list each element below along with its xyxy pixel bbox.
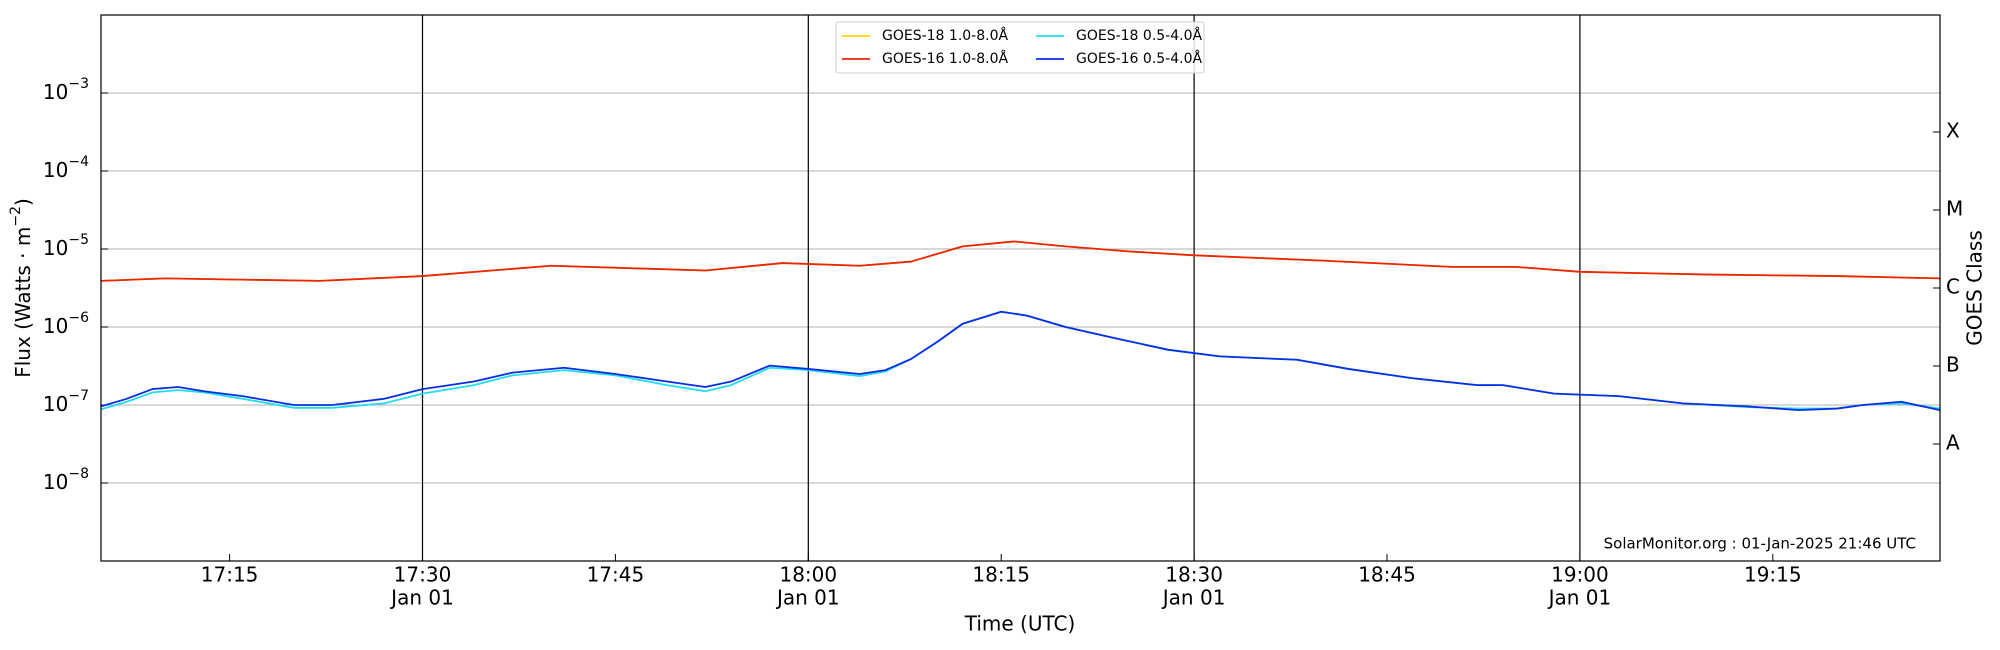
y-tick-base: 10 [43,470,68,494]
series-line [100,240,1941,282]
y-tick-label: 10−5 [43,232,89,260]
x-tick-label: 18:45 [1358,563,1416,587]
x-tick-sublabel: Jan 01 [1161,586,1226,610]
y-tick-exponent: −6 [68,310,89,326]
y-tick-exponent: −3 [68,76,89,92]
x-tick-label: 18:30 [1165,563,1223,587]
y2-axis-label: GOES Class [1963,230,1987,346]
watermark: SolarMonitor.org : 01-Jan-2025 21:46 UTC [1604,535,1916,553]
y-tick-label: 10−6 [43,310,89,338]
legend-label: GOES-18 0.5-4.0Å [1076,27,1202,44]
y-tick-base: 10 [43,236,68,260]
y-axis-label-suffix: ) [11,198,35,206]
x-tick-label: 18:15 [972,563,1030,587]
x-tick-label: 18:00 [779,563,837,587]
x-tick-label: 17:15 [201,563,259,587]
x-tick-sublabel: Jan 01 [1547,586,1612,610]
y-tick-label: 10−3 [43,76,89,104]
y-tick-exponent: −7 [68,388,89,404]
y2-tick-label: A [1946,431,1960,455]
y-tick-exponent: −8 [68,466,89,482]
y-axis-label: Flux (Watts · m−2) [8,198,35,378]
y-axis-label-text: Flux (Watts · m [11,227,35,378]
legend-label: GOES-16 0.5-4.0Å [1076,50,1202,67]
plot-frame [100,14,1941,562]
series-line [100,240,1941,282]
y-tick-label: 10−8 [43,466,89,494]
y2-tick-label: M [1946,197,1963,221]
series-line [100,310,1941,412]
y-tick-base: 10 [43,158,68,182]
x-axis-label: Time (UTC) [964,612,1076,636]
y-tick-exponent: −4 [68,154,89,170]
legend-label: GOES-18 1.0-8.0Å [882,27,1008,44]
y-tick-label: 10−4 [43,154,89,182]
y-tick-base: 10 [43,392,68,416]
y-axis-label-exponent: −2 [8,206,24,227]
y-tick-base: 10 [43,80,68,104]
x-tick-label: 17:30 [394,563,452,587]
legend-label: GOES-16 1.0-8.0Å [882,50,1008,67]
y2-tick-label: B [1946,353,1960,377]
legend-box [835,21,1205,74]
x-tick-label: 19:15 [1744,563,1802,587]
y-tick-base: 10 [43,314,68,338]
x-tick-label: 19:00 [1551,563,1609,587]
y2-tick-label: C [1946,275,1960,299]
y2-tick-label: X [1946,119,1960,143]
y-tick-exponent: −5 [68,232,89,248]
series-line [100,310,1941,411]
x-tick-label: 17:45 [587,563,645,587]
x-tick-sublabel: Jan 01 [775,586,840,610]
y-tick-label: 10−7 [43,388,89,416]
x-tick-sublabel: Jan 01 [389,586,454,610]
